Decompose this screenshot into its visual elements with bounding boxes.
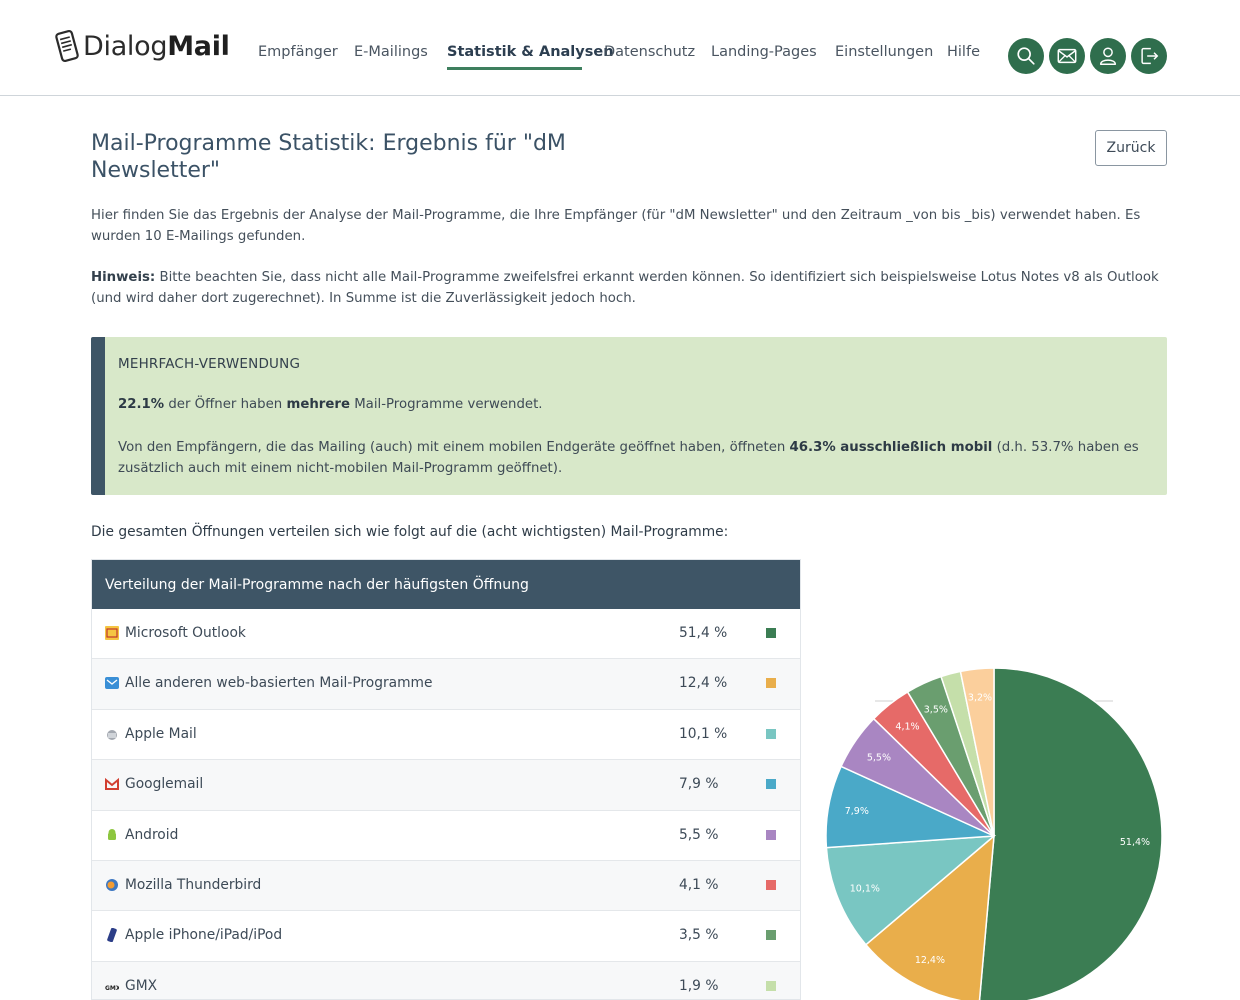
pie-slice-label: 3,2% [968,692,992,703]
nav-e-mailings[interactable]: E-Mailings [354,44,428,60]
dialogmail-logo[interactable]: DialogMail [53,28,230,64]
table-row: Apple Mail 10,1 % [92,709,800,761]
active-nav-underline [447,67,582,70]
notice-multi-use-line: 22.1% der Öffner haben mehrere Mail-Prog… [118,397,543,412]
client-name: Microsoft Outlook [125,625,246,641]
multi-use-notice: MEHRFACH-VERWENDUNG 22.1% der Öffner hab… [91,337,1167,495]
pie-slice-label: 12,4% [915,955,945,966]
notice-title: MEHRFACH-VERWENDUNG [118,356,301,372]
iphone-icon [107,928,117,943]
search-icon [1017,47,1035,65]
user-icon [1099,47,1117,65]
mail-client-table: Verteilung der Mail-Programme nach der h… [91,559,801,1000]
client-percentage: 3,5 % [679,927,719,944]
legend-swatch [766,728,776,739]
client-name: Alle anderen web-basierten Mail-Programm… [125,675,433,692]
pie-slice-label: 7,9% [845,806,869,817]
pie-slice-label: 10,1% [850,884,880,895]
pie-slice[interactable] [959,667,995,837]
hint-label: Hinweis: [91,270,156,285]
nav-datenschutz[interactable]: Datenschutz [604,44,696,60]
logout-button[interactable] [1131,38,1167,74]
table-row: Android 5,5 % [92,810,800,861]
client-percentage: 4,1 % [679,876,719,893]
client-percentage: 10,1 % [679,725,728,742]
nav-statistik-analysen[interactable]: Statistik & Analysen [447,44,614,60]
hint-body: Bitte beachten Sie, dass nicht alle Mail… [91,270,1159,306]
hint-text: Hinweis: Bitte beachten Sie, dass nicht … [91,267,1169,309]
legend-swatch [766,779,776,790]
header-actions [1008,38,1167,74]
nav-empfaenger[interactable]: Empfänger [258,44,338,60]
mail-icon [1057,48,1077,64]
back-button[interactable]: Zurück [1095,130,1167,166]
client-name: Googlemail [125,776,204,793]
legend-swatch [766,930,776,941]
outlook-icon [105,626,119,640]
android-icon [108,828,116,840]
legend-swatch [766,829,776,840]
client-percentage: 51,4 % [679,625,728,641]
pie-slice-label: 4,1% [895,722,919,733]
pie-slice-label: 3,5% [924,704,948,715]
table-row: Googlemail 7,9 % [92,760,800,811]
logo-text: DialogMail [83,30,230,62]
table-body: Microsoft Outlook 51,4 % Alle anderen web-… [92,609,800,999]
logout-icon [1141,47,1159,65]
pie-slice-label: 51,4% [1120,837,1150,848]
mail-client-pie-chart: 51,4% 12,4% 10,1% 7,9% 5,5% 4,1% 3,5% 3,2% [825,667,1163,1000]
table-row: Microsoft Outlook 51,4 % [92,609,800,660]
client-name: Apple iPhone/iPad/iPod [125,927,283,944]
description-text: Hier finden Sie das Ergebnis der Analyse… [91,208,1141,244]
table-row: Alle anderen web-basierten Mail-Programm… [92,659,800,710]
legend-swatch [766,628,776,638]
top-navigation-bar: DialogMail Empfänger E-Mailings Statisti… [0,0,1240,96]
legend-swatch [766,879,776,890]
svg-text:GMX: GMX [105,985,119,992]
mail-button[interactable] [1049,38,1085,74]
client-percentage: 7,9 % [679,776,719,793]
thunderbird-icon [106,878,118,891]
client-percentage: 1,9 % [679,977,719,994]
webmail-icon [105,677,119,690]
nav-hilfe[interactable]: Hilfe [947,44,980,60]
client-percentage: 12,4 % [679,675,728,692]
pie-slice-label: 5,5% [867,752,891,763]
apple-mail-icon [107,729,117,740]
pie-slice[interactable] [864,834,995,1000]
client-name: Android [125,826,179,843]
gmx-icon: GMX [105,985,119,992]
distribution-intro: Die gesamten Öffnungen verteilen sich wi… [91,524,729,540]
client-percentage: 5,5 % [679,826,719,843]
client-name: Apple Mail [125,725,197,742]
page-title: Mail-Programme Statistik: Ergebnis für "… [91,131,566,183]
legend-swatch [766,678,776,689]
search-button[interactable] [1008,38,1044,74]
table-row: Mozilla Thunderbird 4,1 % [92,860,800,912]
table-row: Apple iPhone/iPad/iPod 3,5 % [92,911,800,962]
client-name: Mozilla Thunderbird [125,876,262,893]
table-row: GMX GMX 1,9 % [92,961,800,999]
notice-mobile-line: Von den Empfängern, die das Mailing (auc… [118,440,1139,476]
client-name: GMX [125,977,158,994]
gmail-icon [105,778,119,791]
nav-landing-pages[interactable]: Landing-Pages [711,44,817,60]
legend-swatch [766,980,776,991]
pie-slice[interactable] [978,667,1163,1000]
phone-logo-icon [55,29,79,63]
pie-slice[interactable] [825,835,997,946]
nav-einstellungen[interactable]: Einstellungen [835,44,934,60]
table-header: Verteilung der Mail-Programme nach der h… [92,560,800,609]
user-button[interactable] [1090,38,1126,74]
